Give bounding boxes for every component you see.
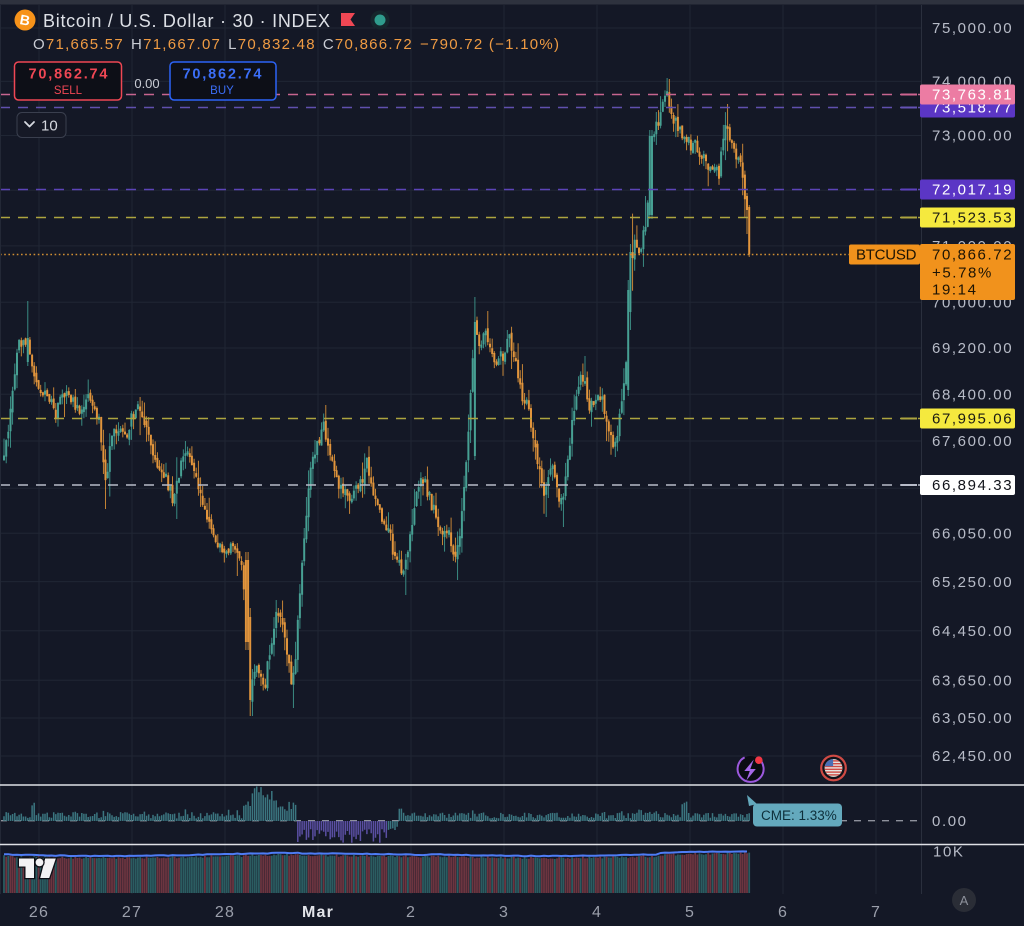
svg-text:66,894.33: 66,894.33 <box>932 477 1013 494</box>
svg-text:19:14: 19:14 <box>932 282 978 299</box>
svg-text:63,050.00: 63,050.00 <box>932 710 1013 727</box>
svg-text:28: 28 <box>215 904 235 921</box>
svg-text:65,250.00: 65,250.00 <box>932 574 1013 591</box>
svg-text:75,000.00: 75,000.00 <box>932 20 1013 37</box>
svg-text:69,200.00: 69,200.00 <box>932 340 1013 357</box>
svg-text:BTCUSD: BTCUSD <box>856 247 918 264</box>
svg-text:+5.78%: +5.78% <box>932 265 993 282</box>
svg-text:6: 6 <box>778 904 788 921</box>
svg-text:26: 26 <box>29 904 49 921</box>
svg-text:B: B <box>19 11 32 29</box>
svg-text:4: 4 <box>592 904 602 921</box>
svg-text:62,450.00: 62,450.00 <box>932 748 1013 765</box>
svg-text:CME: 1.33%: CME: 1.33% <box>761 808 837 823</box>
svg-text:72,017.19: 72,017.19 <box>932 182 1013 199</box>
svg-text:73,763.81: 73,763.81 <box>932 87 1013 104</box>
svg-text:10: 10 <box>41 118 58 135</box>
svg-text:27: 27 <box>122 904 142 921</box>
svg-text:70,862.74: 70,862.74 <box>29 67 108 83</box>
svg-text:0.00: 0.00 <box>134 76 159 91</box>
svg-text:7: 7 <box>871 904 881 921</box>
svg-text:64,450.00: 64,450.00 <box>932 623 1013 640</box>
svg-text:10K: 10K <box>933 844 965 861</box>
svg-text:2: 2 <box>406 904 416 921</box>
svg-text:70,862.74: 70,862.74 <box>183 67 262 83</box>
svg-text:Bitcoin / U.S. Dollar · 30 · I: Bitcoin / U.S. Dollar · 30 · INDEX <box>43 11 330 31</box>
svg-text:A: A <box>960 893 969 908</box>
svg-text:63,650.00: 63,650.00 <box>932 673 1013 690</box>
svg-text:SELL: SELL <box>54 85 83 97</box>
svg-text:3: 3 <box>499 904 509 921</box>
svg-text:73,000.00: 73,000.00 <box>932 128 1013 145</box>
svg-text:Mar: Mar <box>302 904 334 921</box>
svg-text:5: 5 <box>685 904 695 921</box>
svg-text:66,050.00: 66,050.00 <box>932 525 1013 542</box>
svg-text:67,600.00: 67,600.00 <box>932 433 1013 450</box>
svg-text:71,523.53: 71,523.53 <box>932 210 1013 227</box>
svg-text:0.00: 0.00 <box>932 813 968 830</box>
svg-text:67,995.06: 67,995.06 <box>932 411 1013 428</box>
svg-text:70,866.72: 70,866.72 <box>932 247 1013 264</box>
svg-text:BUY: BUY <box>210 85 234 97</box>
svg-text:68,400.00: 68,400.00 <box>932 386 1013 403</box>
